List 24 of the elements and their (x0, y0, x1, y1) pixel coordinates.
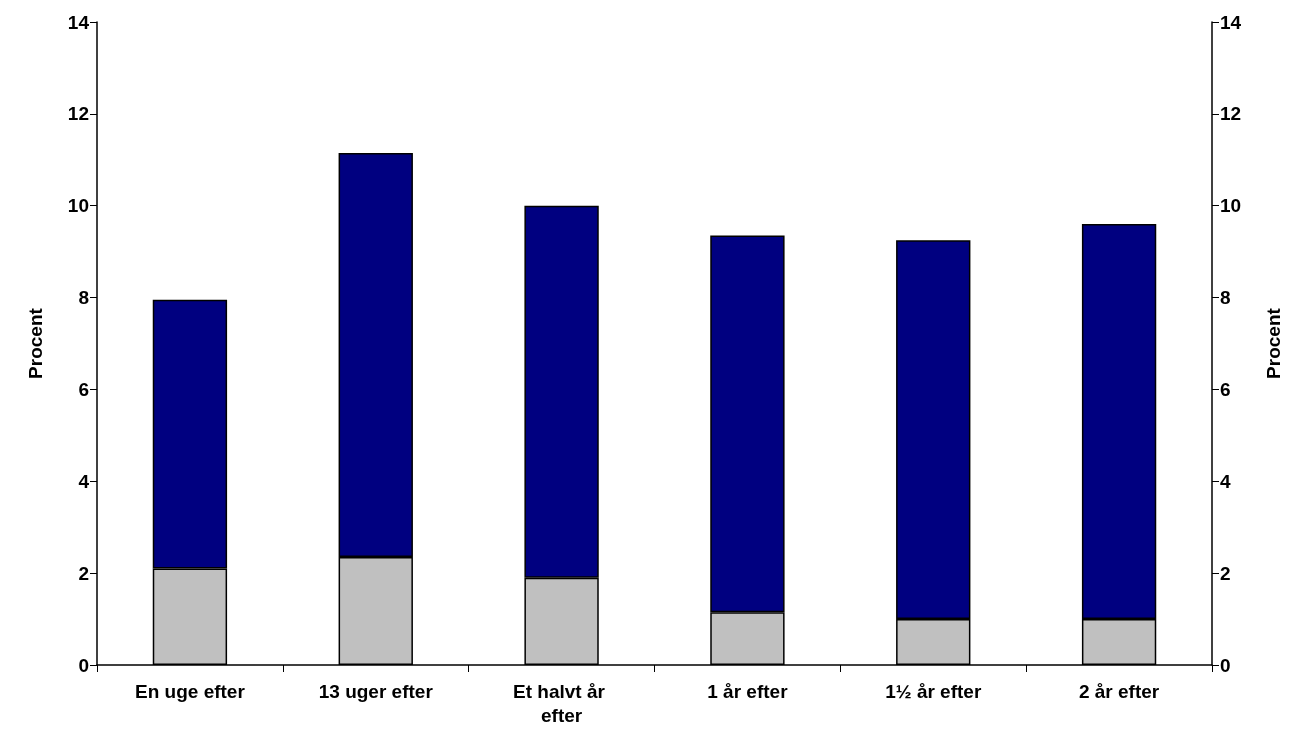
x-tick-label: En uge efter (135, 680, 246, 702)
x-tick-label: Et halvt år efter (513, 680, 611, 726)
y-tick-label: 4 (78, 470, 90, 492)
y2-tick-label: 14 (1220, 11, 1242, 33)
y2-tick-label: 10 (1220, 195, 1242, 217)
y2-tick-label: 8 (1220, 287, 1231, 309)
y-tick-label: 10 (67, 195, 89, 217)
y2-tick-label: 0 (1220, 654, 1231, 676)
y2-tick-label: 4 (1220, 470, 1231, 492)
y-tick-label: 8 (78, 287, 89, 309)
y-tick-label: 0 (78, 654, 89, 676)
x-tick-label: 13 uger efter (318, 680, 434, 702)
y2-axis-title: Procent (1263, 307, 1284, 379)
y-axis-title: Procent (25, 307, 46, 379)
y-tick-label: 6 (78, 378, 89, 400)
y2-tick-label: 12 (1220, 103, 1242, 125)
x-tick-label: 1½ år efter (885, 680, 982, 702)
y2-tick-label: 2 (1220, 562, 1231, 584)
y-tick-label: 2 (78, 562, 89, 584)
y-tick-label: 14 (67, 11, 90, 33)
x-tick-label: 1 år efter (707, 680, 789, 702)
y-tick-label: 12 (67, 103, 89, 125)
y2-tick-label: 6 (1220, 378, 1231, 400)
x-tick-label: 2 år efter (1078, 680, 1160, 702)
